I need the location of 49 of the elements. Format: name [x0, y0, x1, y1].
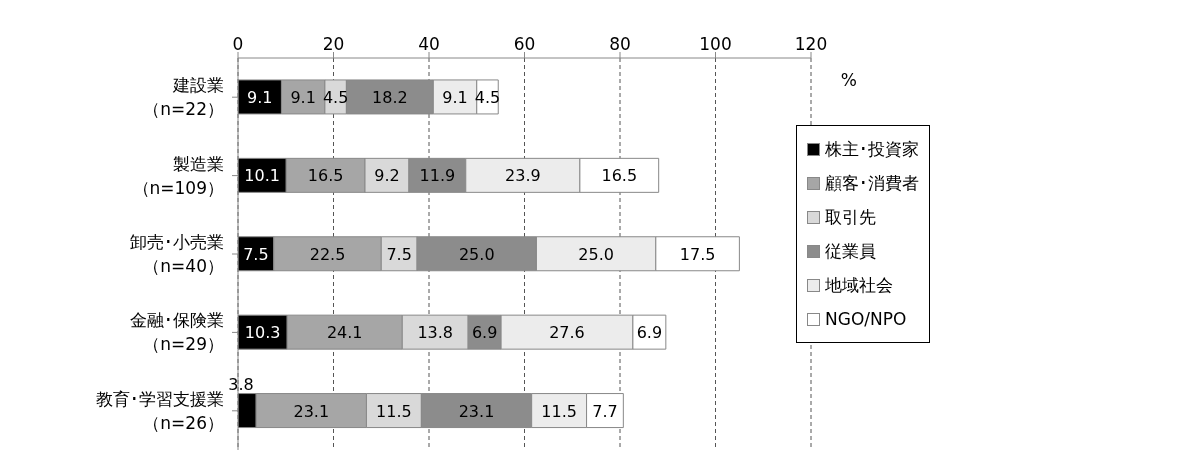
data-label: 9.1: [442, 87, 468, 107]
data-label: 13.8: [417, 323, 454, 343]
y-tick-label: 卸売･小売業（n=40）: [130, 232, 224, 276]
legend-label: 取引先: [825, 205, 876, 229]
x-tick-label: 40: [418, 34, 440, 54]
data-label: 9.1: [290, 87, 316, 107]
data-label: 16.5: [601, 166, 638, 186]
data-label: 7.5: [243, 244, 269, 264]
y-tick-label: 金融･保険業（n=29）: [130, 310, 224, 355]
x-tick-label: 100: [699, 34, 732, 54]
data-label: 6.9: [636, 323, 663, 343]
legend-label: 従業員: [825, 239, 876, 263]
x-tick-label: 60: [513, 34, 536, 54]
data-label: 24.1: [326, 323, 363, 343]
y-tick-label: 建設業（n=22）: [143, 75, 224, 120]
data-label: 4.5: [474, 87, 501, 107]
data-label: 18.2: [372, 87, 408, 107]
data-label: 23.1: [293, 401, 330, 421]
y-tick-label: 教育･学習支援業（n=26）: [96, 388, 224, 433]
legend-label: NGO/NPO: [825, 309, 907, 329]
x-tick-label: 20: [322, 34, 345, 54]
x-axis-title: %: [840, 70, 857, 90]
data-label: 17.5: [679, 244, 716, 264]
data-label: 25.0: [458, 244, 495, 264]
data-label: 6.9: [471, 323, 498, 343]
data-label: 22.5: [309, 244, 346, 264]
data-label: 3.8: [228, 374, 254, 394]
x-tick-label: 80: [609, 34, 631, 54]
data-label: 11.5: [376, 401, 412, 421]
data-label: 23.9: [505, 166, 541, 186]
legend-label: 顧客･消費者: [825, 171, 919, 195]
x-tick-label: 0: [232, 34, 244, 54]
data-label: 11.9: [419, 166, 456, 186]
data-label: 16.5: [307, 166, 344, 186]
y-tick-label: 製造業（n=109）: [132, 153, 224, 198]
data-label: 9.1: [247, 87, 273, 107]
data-label: 10.3: [244, 323, 281, 343]
data-label: 25.0: [578, 244, 614, 264]
data-label: 7.5: [386, 244, 412, 264]
data-label: 7.7: [592, 401, 618, 421]
data-label: 10.1: [244, 166, 280, 186]
legend-label: 株主･投資家: [825, 137, 919, 161]
data-label: 23.1: [458, 401, 495, 421]
data-label: 9.2: [374, 166, 400, 186]
data-label: 27.6: [549, 323, 585, 343]
data-label: 4.5: [322, 87, 349, 107]
legend-label: 地域社会: [825, 273, 893, 297]
data-label: 11.5: [541, 401, 577, 421]
x-tick-label: 120: [794, 34, 828, 54]
